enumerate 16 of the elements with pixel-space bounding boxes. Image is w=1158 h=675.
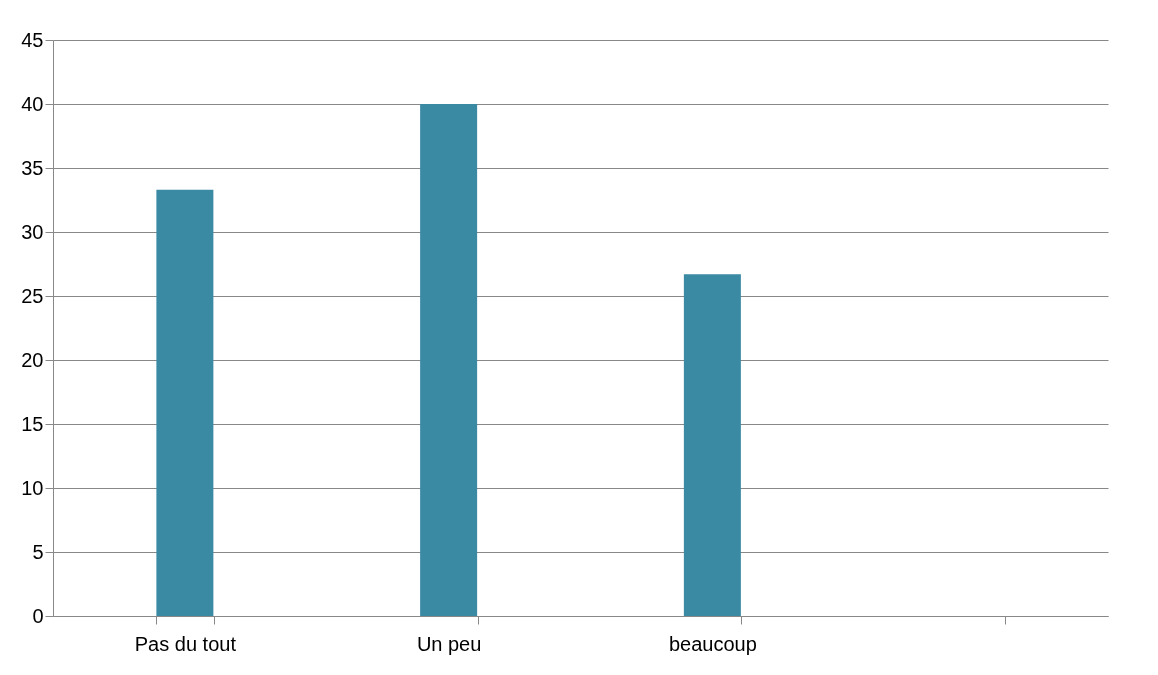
y-tick-label: 30	[21, 220, 44, 243]
y-tick-label: 25	[21, 284, 44, 307]
bar	[420, 104, 478, 616]
y-tick-label: 0	[32, 604, 44, 627]
x-tick-label: beaucoup	[668, 632, 757, 655]
y-tick-label: 10	[21, 476, 44, 499]
bar	[156, 189, 214, 616]
x-tick-label: Un peu	[416, 632, 482, 655]
y-tick-label: 5	[32, 540, 44, 563]
y-tick-label: 45	[21, 28, 44, 51]
y-tick-label: 20	[21, 348, 44, 371]
y-tick-label: 35	[21, 156, 44, 179]
y-tick-label: 40	[21, 92, 44, 115]
y-tick-label: 15	[21, 412, 44, 435]
x-tick-label: Pas du tout	[134, 632, 237, 655]
bar	[683, 274, 741, 616]
